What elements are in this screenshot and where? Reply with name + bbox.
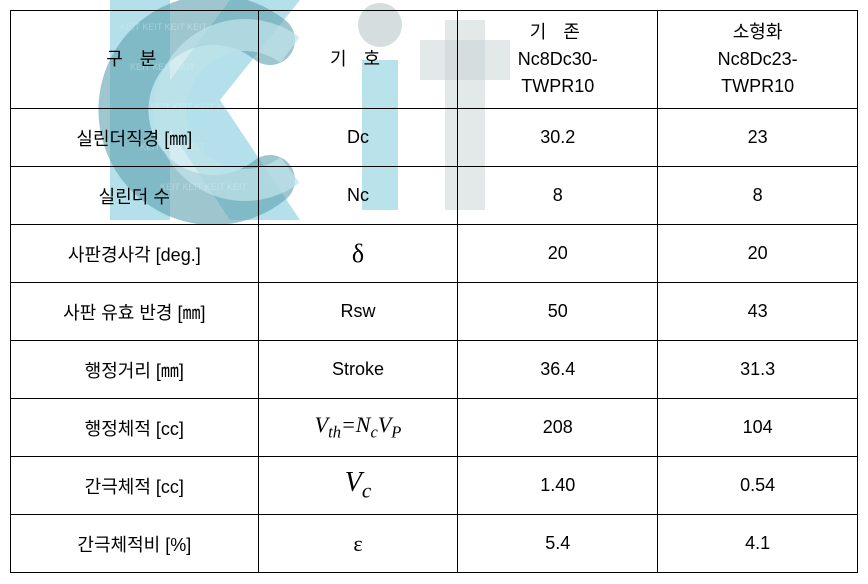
cell-baseline: 20 xyxy=(458,225,658,283)
cell-mini: 20 xyxy=(658,225,858,283)
cell-symbol: Vc xyxy=(258,457,458,515)
header-param-label: 구 분 xyxy=(106,49,162,69)
cell-mini: 23 xyxy=(658,109,858,167)
symbol-vth-formula: Vth=NcVP xyxy=(315,412,402,437)
table-row: 사판 유효 반경 [㎜] Rsw 50 43 xyxy=(11,283,858,341)
cell-param: 사판 유효 반경 [㎜] xyxy=(11,283,259,341)
cell-symbol: Rsw xyxy=(258,283,458,341)
cell-param: 실린더 수 xyxy=(11,167,259,225)
table-row: 행정체적 [cc] Vth=NcVP 208 104 xyxy=(11,399,858,457)
cell-param: 사판경사각 [deg.] xyxy=(11,225,259,283)
cell-param: 간극체적 [cc] xyxy=(11,457,259,515)
table-row: 실린더직경 [㎜] Dc 30.2 23 xyxy=(11,109,858,167)
symbol-vc: Vc xyxy=(345,467,371,498)
cell-mini: 104 xyxy=(658,399,858,457)
cell-baseline: 8 xyxy=(458,167,658,225)
header-symbol: 기 호 xyxy=(258,11,458,109)
table-row: 실린더 수 Nc 8 8 xyxy=(11,167,858,225)
cell-baseline: 208 xyxy=(458,399,658,457)
table-header-row: 구 분 기 호 기 존 Nc8Dc30- TWPR10 소형화 Nc8Dc23-… xyxy=(11,11,858,109)
cell-mini: 0.54 xyxy=(658,457,858,515)
header-mini: 소형화 Nc8Dc23- TWPR10 xyxy=(658,11,858,109)
cell-symbol: δ xyxy=(258,225,458,283)
spec-table: 구 분 기 호 기 존 Nc8Dc30- TWPR10 소형화 Nc8Dc23-… xyxy=(10,10,858,573)
symbol-epsilon: ε xyxy=(353,531,362,556)
cell-param: 행정거리 [㎜] xyxy=(11,341,259,399)
cell-mini: 43 xyxy=(658,283,858,341)
table-row: 행정거리 [㎜] Stroke 36.4 31.3 xyxy=(11,341,858,399)
cell-param: 간극체적비 [%] xyxy=(11,515,259,573)
header-baseline: 기 존 Nc8Dc30- TWPR10 xyxy=(458,11,658,109)
cell-symbol: Nc xyxy=(258,167,458,225)
cell-param: 실린더직경 [㎜] xyxy=(11,109,259,167)
cell-symbol: Vth=NcVP xyxy=(258,399,458,457)
table-row: 사판경사각 [deg.] δ 20 20 xyxy=(11,225,858,283)
cell-symbol: ε xyxy=(258,515,458,573)
header-baseline-line2: Nc8Dc30- xyxy=(518,49,598,69)
cell-baseline: 30.2 xyxy=(458,109,658,167)
cell-mini: 4.1 xyxy=(658,515,858,573)
header-baseline-line1: 기 존 xyxy=(530,22,586,42)
header-mini-line3: TWPR10 xyxy=(721,76,794,96)
cell-baseline: 50 xyxy=(458,283,658,341)
cell-symbol: Dc xyxy=(258,109,458,167)
cell-symbol: Stroke xyxy=(258,341,458,399)
cell-mini: 31.3 xyxy=(658,341,858,399)
cell-baseline: 1.40 xyxy=(458,457,658,515)
header-mini-line1: 소형화 xyxy=(733,22,783,42)
cell-param: 행정체적 [cc] xyxy=(11,399,259,457)
header-symbol-label: 기 호 xyxy=(330,49,386,69)
table-row: 간극체적비 [%] ε 5.4 4.1 xyxy=(11,515,858,573)
cell-baseline: 5.4 xyxy=(458,515,658,573)
cell-mini: 8 xyxy=(658,167,858,225)
header-param: 구 분 xyxy=(11,11,259,109)
header-baseline-line3: TWPR10 xyxy=(521,76,594,96)
cell-baseline: 36.4 xyxy=(458,341,658,399)
symbol-delta: δ xyxy=(352,239,364,268)
table-row: 간극체적 [cc] Vc 1.40 0.54 xyxy=(11,457,858,515)
header-mini-line2: Nc8Dc23- xyxy=(718,49,798,69)
